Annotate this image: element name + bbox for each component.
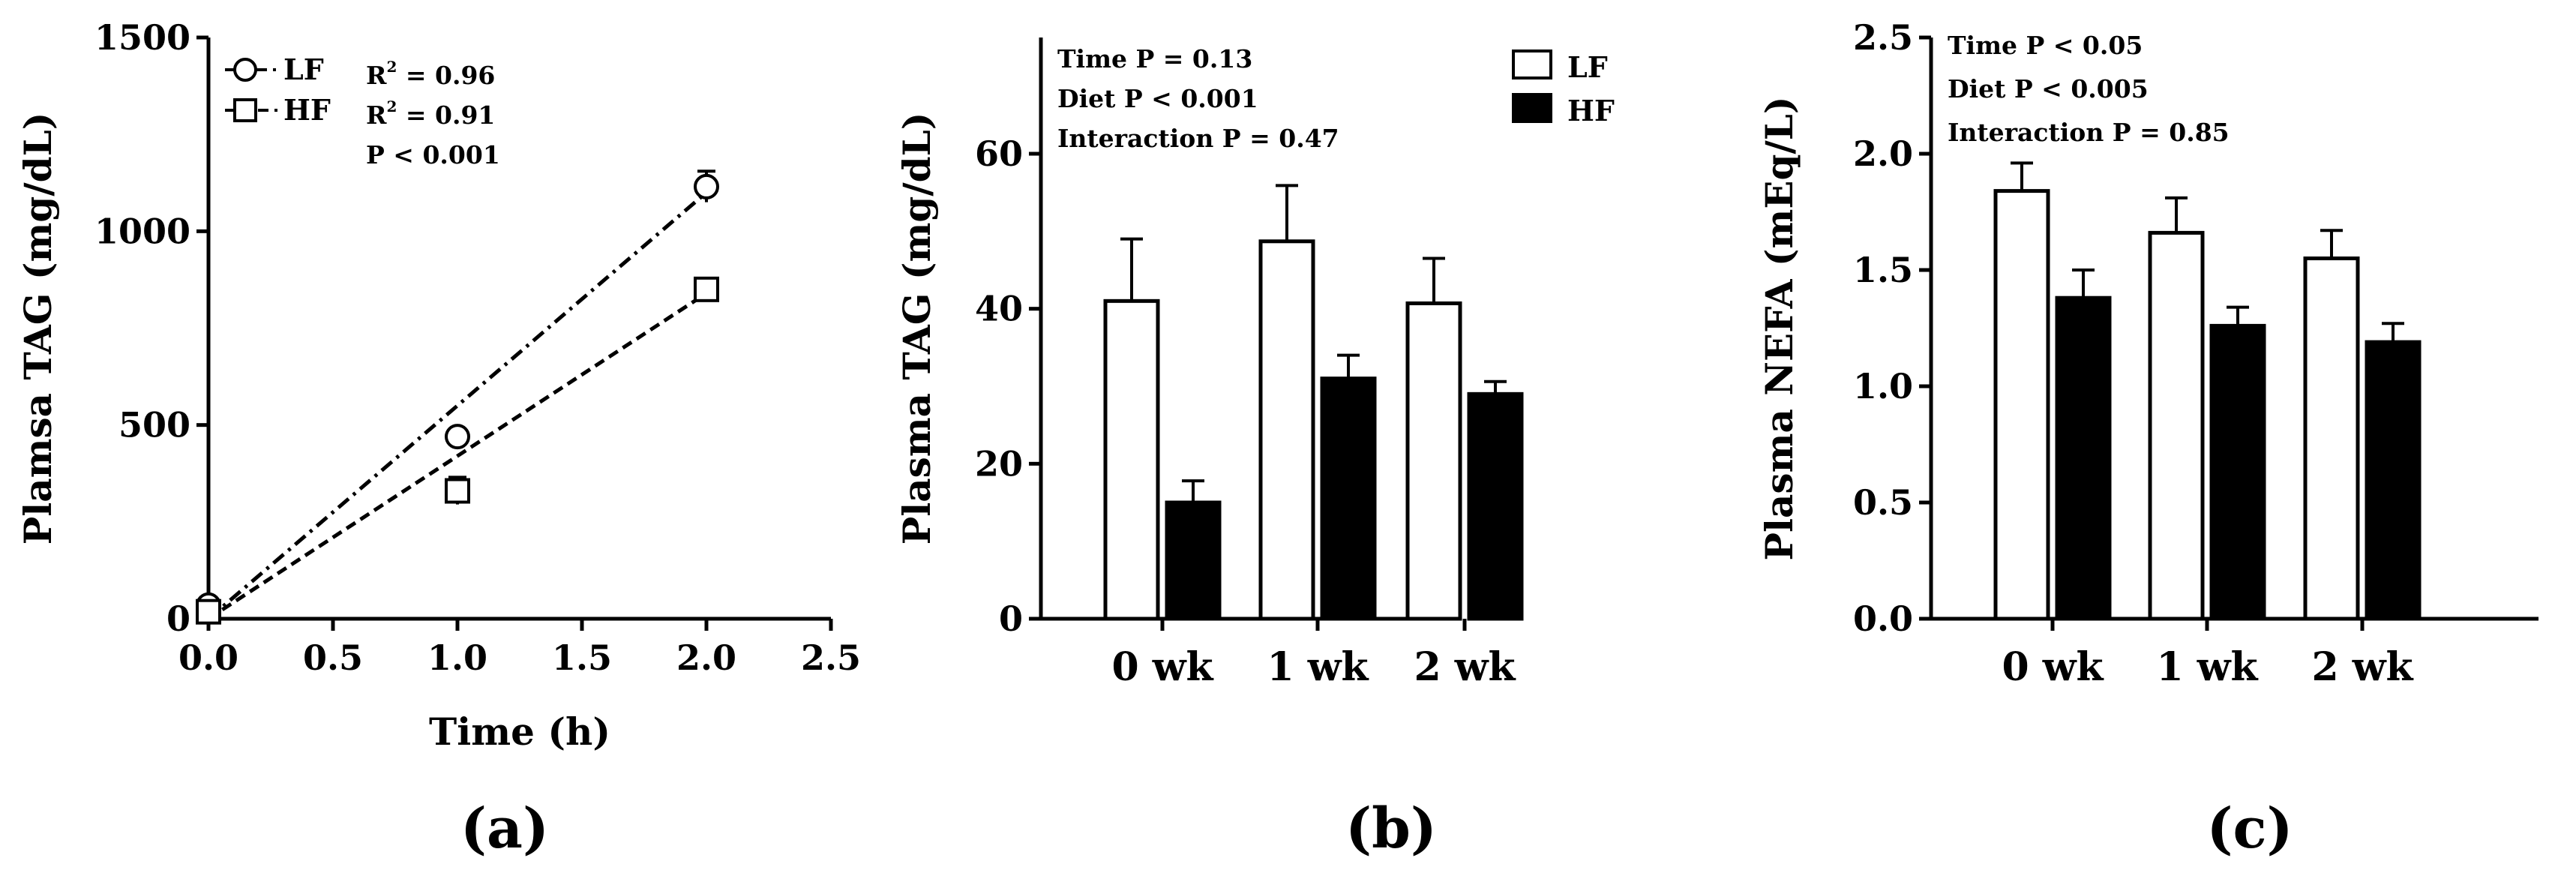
y-tick-label: 0 xyxy=(166,598,190,639)
panel-c-label: (c) xyxy=(2206,796,2293,861)
legend-hf-swatch xyxy=(1512,93,1552,123)
y-tick-label: 0.0 xyxy=(1853,598,1913,639)
point-hf xyxy=(694,276,719,302)
panel-a-label: (a) xyxy=(460,796,549,861)
category-label: 2 wk xyxy=(1414,644,1516,690)
panel-a-stats: R2 = 0.96 R2 = 0.91 P < 0.001 xyxy=(366,58,500,170)
y-tick-label: 20 xyxy=(975,443,1023,484)
point-lf xyxy=(445,424,470,450)
point-hf xyxy=(445,478,470,504)
panel-a-line-chart: 0 500 1000 1500 0.0 0.5 1.0 1.5 2.0 2.5 Plamsa TA… xyxy=(16,17,861,861)
fit-line-hf xyxy=(207,291,708,621)
panel-a-ticks: 0 500 1000 1500 0.0 0.5 1.0 1.5 2.0 2.5 xyxy=(94,17,861,678)
legend-lf-label: LF xyxy=(1567,50,1608,84)
y-tick-label: 2.0 xyxy=(1853,134,1913,174)
panel-b-label: (b) xyxy=(1345,796,1437,861)
legend-lf-label: LF xyxy=(283,52,324,86)
point-hf xyxy=(196,598,221,625)
panel-b-y-axis-label: Plasma TAG (mg/dL) xyxy=(895,112,939,545)
bar-hf-0wk xyxy=(2055,296,2112,621)
y-tick-label: 500 xyxy=(118,405,190,446)
panel-c-bars xyxy=(1993,161,2422,621)
x-tick-label: 1.0 xyxy=(427,638,487,678)
category-label: 0 wk xyxy=(1111,644,1213,690)
hf-r-squared: R2 = 0.91 xyxy=(366,98,495,130)
bar-lf-2wk xyxy=(2303,256,2360,621)
bar-lf-1wk xyxy=(2148,230,2205,621)
x-tick-label: 2.5 xyxy=(801,638,861,678)
category-label: 2 wk xyxy=(2311,644,2413,690)
y-tick-label: 1500 xyxy=(94,17,190,58)
panel-c-diet-p: Diet P < 0.005 xyxy=(1948,74,2149,104)
legend-hf-label: HF xyxy=(283,93,331,127)
bar-lf-0wk xyxy=(1993,189,2050,621)
y-tick-label: 1.5 xyxy=(1853,250,1913,290)
y-tick-label: 1000 xyxy=(94,211,190,251)
panel-a-y-axis-label: Plamsa TAG (mg/dL) xyxy=(16,112,60,545)
x-tick-label: 0.0 xyxy=(178,638,238,678)
panel-c-ticks: 0.0 0.5 1.0 1.5 2.0 2.5 0 wk 1 wk 2 wk xyxy=(1853,17,2414,690)
panel-c-bar-chart: 0.0 0.5 1.0 1.5 2.0 2.5 0 wk 1 wk 2 wk Plasma NE… xyxy=(1757,17,2539,861)
bar-lf-1wk xyxy=(1258,239,1315,621)
panel-b-stats: Time P = 0.13 Diet P < 0.001 Interaction… xyxy=(1057,44,1339,153)
panel-b-diet-p: Diet P < 0.001 xyxy=(1057,84,1258,113)
bar-lf-2wk xyxy=(1405,301,1462,621)
y-tick-label: 1.0 xyxy=(1853,366,1913,406)
panel-a-p-value: P < 0.001 xyxy=(366,140,500,170)
bar-lf-0wk xyxy=(1103,298,1160,621)
x-tick-label: 1.5 xyxy=(552,638,612,678)
y-tick-label: 0.5 xyxy=(1853,482,1913,523)
lf-r-squared: R2 = 0.96 xyxy=(366,58,495,90)
panel-a-legend: LF HF xyxy=(225,52,331,127)
x-tick-label: 2.0 xyxy=(676,638,736,678)
panel-c-stats: Time P < 0.05 Diet P < 0.005 Interaction… xyxy=(1948,31,2230,147)
panel-b-time-p: Time P = 0.13 xyxy=(1057,44,1252,74)
legend-lf-swatch xyxy=(1512,50,1552,80)
panel-b-ticks: 0 20 40 60 0 wk 1 wk 2 wk xyxy=(975,134,1516,690)
y-tick-label: 0 xyxy=(999,598,1023,639)
legend-hf-square-marker xyxy=(233,98,257,122)
bar-hf-1wk xyxy=(1320,376,1377,621)
category-label: 1 wk xyxy=(2156,644,2258,690)
bar-hf-2wk xyxy=(1467,392,1524,621)
point-lf xyxy=(694,173,719,200)
legend-lf-circle-marker xyxy=(233,58,257,82)
y-tick-label: 2.5 xyxy=(1853,17,1913,58)
panel-a-x-axis-label: Time (h) xyxy=(429,710,610,754)
panel-a-fit-lines xyxy=(207,190,708,621)
panel-b-bar-chart: 0 20 40 60 0 wk 1 wk 2 wk Plasma TAG (mg/dL) T… xyxy=(895,38,1615,861)
bar-hf-1wk xyxy=(2209,323,2266,621)
panel-c-interaction-p: Interaction P = 0.85 xyxy=(1948,118,2230,147)
y-tick-label: 40 xyxy=(975,289,1023,329)
panel-b-bars xyxy=(1103,184,1524,621)
x-tick-label: 0.5 xyxy=(303,638,363,678)
panel-b-interaction-p: Interaction P = 0.47 xyxy=(1057,124,1339,153)
fit-line-lf xyxy=(207,190,708,620)
panel-c-time-p: Time P < 0.05 xyxy=(1948,31,2143,60)
category-label: 1 wk xyxy=(1267,644,1369,690)
legend-hf-label: HF xyxy=(1567,94,1615,128)
bar-hf-0wk xyxy=(1165,500,1222,621)
category-label: 0 wk xyxy=(2002,644,2104,690)
panel-b-legend: LF HF xyxy=(1512,50,1615,128)
bar-hf-2wk xyxy=(2365,340,2422,621)
y-tick-label: 60 xyxy=(975,134,1023,174)
panel-a-points xyxy=(196,170,719,625)
panel-c-y-axis-label: Plasma NEFA (mEq/L) xyxy=(1757,96,1801,560)
